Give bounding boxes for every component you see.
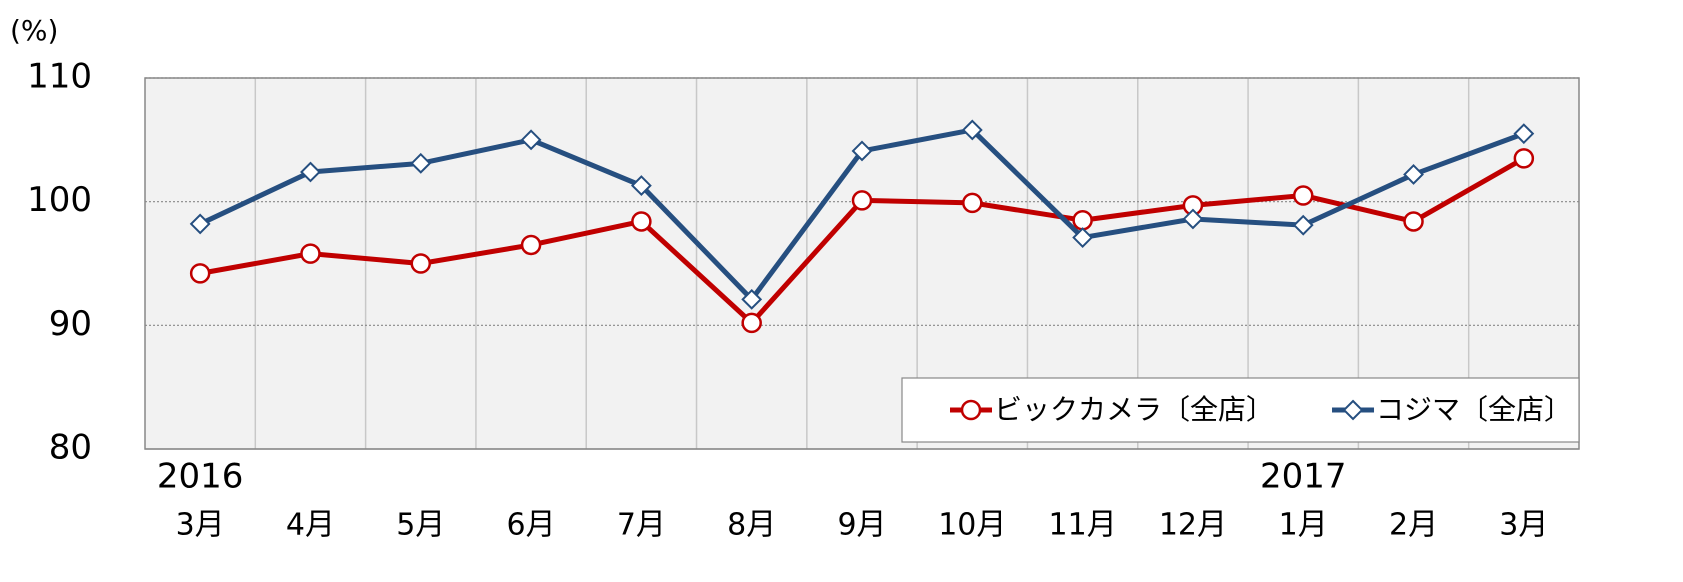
x-tick-label: 7月	[617, 508, 666, 543]
x-tick-label: 11月	[1049, 508, 1117, 543]
x-tick-label: 4月	[286, 508, 335, 543]
legend-marker	[960, 399, 982, 421]
marker	[630, 175, 652, 197]
x-tick-label: 10月	[938, 508, 1006, 543]
marker	[741, 288, 763, 310]
legend-marker	[1342, 399, 1364, 421]
year-label: 2017	[1260, 457, 1347, 497]
marker	[851, 190, 873, 211]
marker	[1292, 214, 1314, 236]
x-tick-label: 6月	[507, 508, 556, 543]
legend-box	[901, 377, 1580, 443]
marker	[1292, 185, 1314, 206]
marker	[410, 152, 432, 174]
x-tick-label: 3月	[176, 508, 225, 543]
marker	[962, 192, 983, 214]
y-tick-label: 110	[27, 57, 92, 97]
x-tick-label: 8月	[727, 508, 776, 543]
x-tick-label: 9月	[837, 508, 886, 543]
year-label: 2016	[157, 457, 244, 497]
marker	[1403, 211, 1424, 232]
marker	[410, 253, 432, 274]
marker	[1403, 164, 1424, 185]
marker	[741, 312, 762, 334]
plot-border	[144, 77, 1580, 450]
x-tick-label: 12月	[1159, 508, 1227, 543]
marker	[189, 263, 211, 284]
marker	[631, 211, 652, 232]
legend-label: ビックカメラ〔全店〕	[994, 393, 1274, 426]
y-tick-label: 80	[49, 428, 92, 468]
marker	[1513, 148, 1535, 169]
marker	[189, 213, 211, 235]
marker	[300, 243, 321, 264]
marker	[300, 161, 321, 183]
y-axis-label: (%)	[10, 14, 58, 47]
marker	[520, 234, 542, 256]
x-tick-label: 1月	[1279, 508, 1328, 543]
marker	[1513, 123, 1535, 145]
marker	[1072, 209, 1093, 231]
marker	[851, 140, 873, 162]
marker	[961, 119, 983, 141]
x-tick-label: 2月	[1389, 508, 1438, 543]
marker	[1072, 227, 1094, 248]
legend-label: コジマ〔全店〕	[1376, 393, 1572, 426]
x-tick-label: 3月	[1499, 508, 1548, 543]
y-tick-label: 100	[27, 180, 92, 220]
y-tick-label: 90	[49, 304, 92, 344]
marker	[520, 129, 542, 151]
x-tick-label: 5月	[396, 508, 445, 543]
marker	[1182, 208, 1204, 230]
